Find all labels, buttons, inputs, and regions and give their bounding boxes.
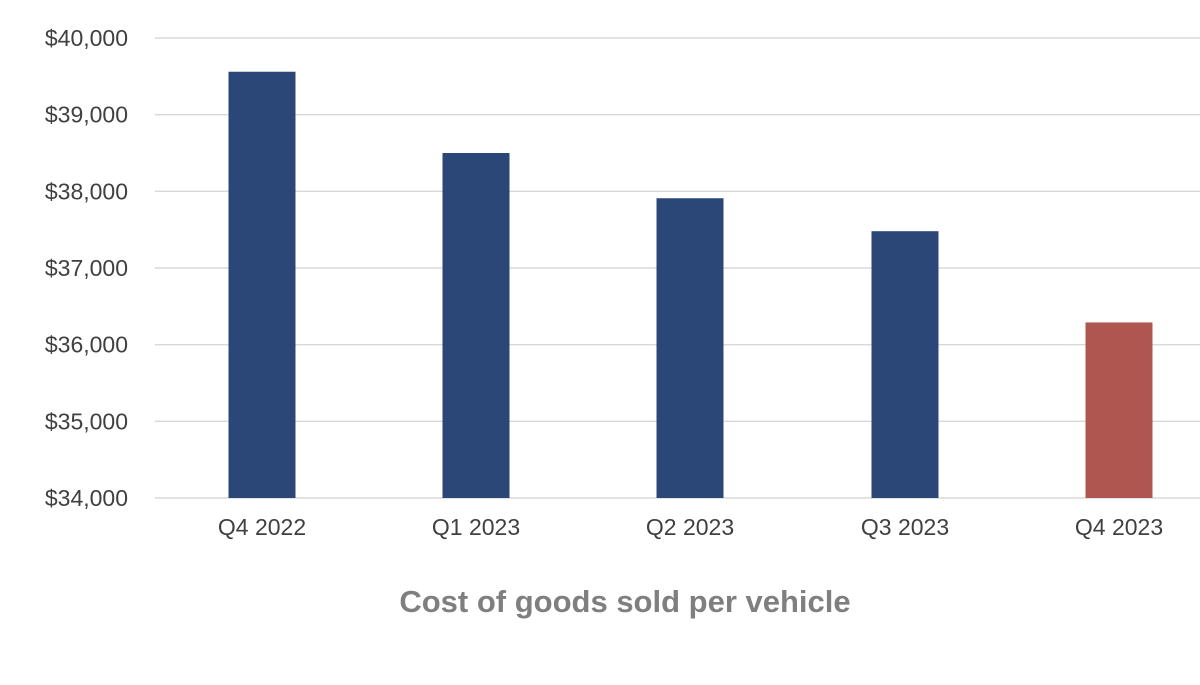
x-tick-label: Q3 2023	[861, 514, 949, 540]
x-axis-ticks: Q4 2022 Q1 2023 Q2 2023 Q3 2023 Q4 2023	[218, 514, 1163, 540]
y-tick-label: $37,000	[45, 255, 128, 281]
bar-q2-2023	[656, 198, 724, 498]
bar-q4-2023	[1085, 322, 1153, 498]
y-tick-label: $36,000	[45, 332, 128, 358]
bar-q1-2023	[442, 153, 510, 498]
y-tick-label: $40,000	[45, 25, 128, 51]
chart-title: Cost of goods sold per vehicle	[399, 584, 850, 619]
bar-q4-2022	[228, 71, 296, 498]
y-tick-label: $38,000	[45, 178, 128, 204]
y-tick-label: $39,000	[45, 102, 128, 128]
y-tick-label: $35,000	[45, 408, 128, 434]
y-axis-ticks: $34,000 $35,000 $36,000 $37,000 $38,000 $39,0…	[45, 25, 128, 511]
x-tick-label: Q4 2023	[1075, 514, 1163, 540]
x-tick-label: Q1 2023	[432, 514, 520, 540]
y-tick-label: $34,000	[45, 485, 128, 511]
bar-q3-2023	[871, 231, 939, 498]
bars	[228, 71, 1153, 498]
x-tick-label: Q4 2022	[218, 514, 306, 540]
x-tick-label: Q2 2023	[646, 514, 734, 540]
